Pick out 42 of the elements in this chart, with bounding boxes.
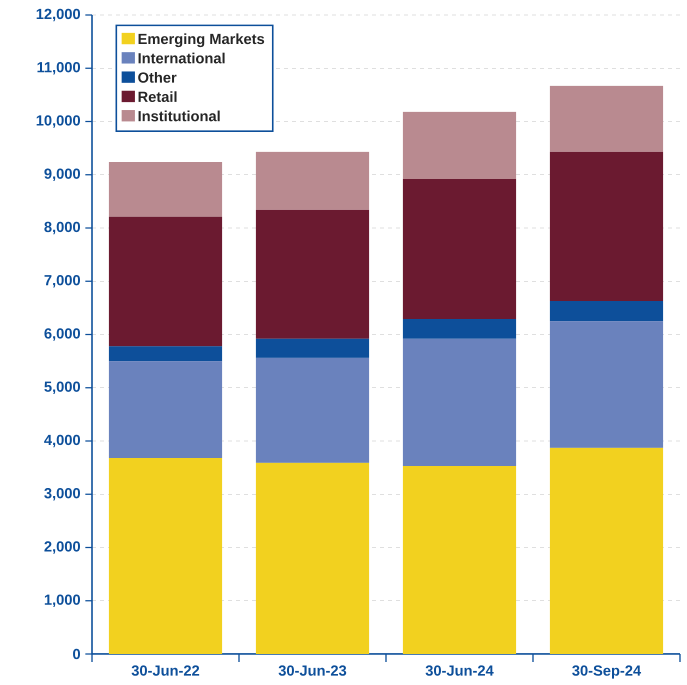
- bar: [256, 338, 370, 358]
- bar: [256, 358, 370, 463]
- y-tick-label: 5,000: [44, 382, 80, 394]
- x-tick-label: 30-Sep-24: [572, 665, 642, 679]
- y-tick-label: 4,000: [44, 434, 80, 448]
- y-tick-label: 9,000: [44, 168, 80, 182]
- y-tick-label: 12,000: [36, 8, 80, 22]
- x-tick-label: 30-Jun-23: [278, 665, 346, 676]
- bar: [402, 466, 516, 654]
- bar: [402, 338, 516, 466]
- y-tick-label: 1,000: [44, 594, 80, 607]
- y-tick-label: 0: [73, 648, 80, 660]
- bar: [108, 346, 222, 362]
- bar: [108, 458, 222, 654]
- x-tick-label: 30-Jun-24: [426, 665, 494, 676]
- y-tick-label: 2,000: [44, 541, 80, 554]
- bar: [108, 361, 222, 458]
- bar: [402, 112, 516, 179]
- y-tick-label: 6,000: [44, 328, 80, 341]
- bar: [402, 179, 516, 320]
- y-tick-label: 8,000: [44, 222, 80, 234]
- bar: [550, 321, 664, 448]
- legend-label: Other: [138, 72, 176, 83]
- y-tick-label: 7,000: [44, 275, 80, 288]
- bar: [550, 86, 664, 152]
- bar: [550, 152, 664, 301]
- bar: [108, 162, 222, 217]
- bar: [550, 448, 664, 654]
- y-tick-label: 3,000: [44, 488, 80, 500]
- legend-label: Institutional: [138, 110, 220, 122]
- bar: [550, 300, 664, 322]
- legend-label: International: [138, 52, 225, 64]
- x-tick-label: 30-Jun-22: [132, 665, 200, 676]
- bar: [108, 216, 222, 346]
- y-tick-label: 10,000: [36, 115, 80, 128]
- bar: [256, 210, 370, 339]
- legend-label: Emerging Markets: [138, 33, 264, 48]
- bar: [402, 319, 516, 339]
- y-tick-label: 11,000: [37, 62, 80, 75]
- bar: [256, 152, 370, 210]
- bar: [256, 462, 370, 654]
- legend-label: Retail: [138, 91, 176, 102]
